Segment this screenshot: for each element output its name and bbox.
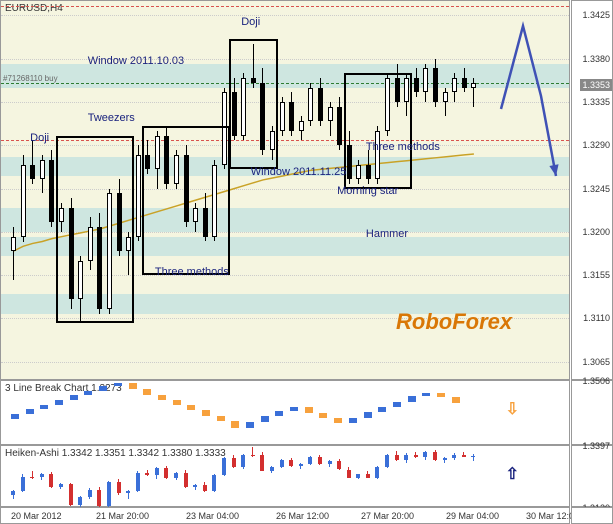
x-tick-label: 27 Mar 20:00 xyxy=(361,511,414,521)
linebreak-bar xyxy=(55,400,63,404)
linebreak-bar xyxy=(99,386,107,390)
trend-arrow-icon: ⇧ xyxy=(506,464,519,484)
pattern-label: Hammer xyxy=(366,228,408,240)
x-tick-label: 29 Mar 04:00 xyxy=(446,511,499,521)
linebreak-bar xyxy=(275,411,283,416)
y-tick-label: 1.3397 xyxy=(582,441,610,451)
x-tick-label: 21 Mar 20:00 xyxy=(96,511,149,521)
linebreak-bar xyxy=(202,410,210,416)
pattern-rectangle xyxy=(142,126,230,275)
support-resistance-zone xyxy=(1,64,569,88)
linebreak-bar xyxy=(305,407,313,413)
gridline xyxy=(1,362,569,363)
linebreak-bar xyxy=(290,407,298,411)
main-price-panel[interactable]: EURUSD,H4 Doji Doji Tweezers Window 2011.10… xyxy=(0,0,570,380)
sub1-y-axis: 1.29971.3506 xyxy=(571,380,613,445)
linebreak-bar xyxy=(114,383,122,386)
linebreak-bar xyxy=(246,422,254,428)
linebreak-bar xyxy=(40,405,48,409)
linebreak-bar xyxy=(319,413,327,417)
linebreak-bar xyxy=(84,391,92,395)
heikenashi-panel[interactable]: Heiken-Ashi 1.3342 1.3351 1.3342 1.3380 … xyxy=(0,445,570,507)
pattern-rectangle xyxy=(229,39,278,169)
x-tick-label: 26 Mar 12:00 xyxy=(276,511,329,521)
pattern-rectangle xyxy=(56,136,134,324)
linebreak-bar xyxy=(70,395,78,400)
linebreak-bar xyxy=(187,405,195,409)
linebreak-bar xyxy=(422,393,430,397)
y-axis-corner xyxy=(571,507,613,524)
x-tick-label: 20 Mar 2012 xyxy=(11,511,62,521)
y-tick-label: 1.3110 xyxy=(583,313,610,323)
gridline xyxy=(1,59,569,60)
y-tick-label: 1.3200 xyxy=(582,227,610,237)
linebreak-bar xyxy=(349,418,357,423)
pattern-label: #71268110 buy xyxy=(3,74,58,83)
x-tick-label: 23 Mar 04:00 xyxy=(186,511,239,521)
linebreak-bar xyxy=(231,421,239,427)
pattern-label: Window 2011.10.03 xyxy=(88,55,184,67)
y-tick-label: 1.3155 xyxy=(582,270,610,280)
price-level-line xyxy=(1,83,569,84)
sub2-y-axis: 1.31201.3397 xyxy=(571,445,613,507)
linebreak-bar xyxy=(217,416,225,422)
linebreak-bar xyxy=(393,402,401,407)
linebreak-bar xyxy=(261,416,269,422)
y-tick-label: 1.3425 xyxy=(582,10,610,20)
pattern-label: Window 2011.11.25 xyxy=(251,166,347,178)
linebreak-bar xyxy=(364,412,372,418)
pattern-label: Doji xyxy=(30,132,49,144)
y-tick-label: 1.3380 xyxy=(582,54,610,64)
current-price-tag: 1.3353 xyxy=(580,79,612,91)
linebreak-bar xyxy=(11,414,19,419)
x-axis: 20 Mar 2012 21 Mar 20:00 23 Mar 04:00 26 Ma… xyxy=(0,507,570,524)
brand-watermark: RoboForex xyxy=(396,309,512,335)
linebreak-bar xyxy=(143,389,151,395)
y-tick-label: 1.3290 xyxy=(582,140,610,150)
linebreak-bar xyxy=(378,407,386,413)
pattern-rectangle xyxy=(344,73,413,188)
heikenashi-title: Heiken-Ashi 1.3342 1.3351 1.3342 1.3380 … xyxy=(5,448,226,459)
main-y-axis: 1.3065 1.3110 1.3155 1.3200 1.3245 1.3290 1.33… xyxy=(571,0,613,380)
linebreak-bar xyxy=(158,395,166,400)
linebreak-bar xyxy=(437,393,445,397)
gridline xyxy=(1,15,569,16)
y-tick-label: 1.3335 xyxy=(582,97,610,107)
pattern-label: Doji xyxy=(241,16,260,28)
linebreak-bar xyxy=(173,400,181,406)
price-level-line xyxy=(1,6,569,7)
pattern-label: Three methods xyxy=(155,266,229,278)
linebreak-bar xyxy=(452,397,460,403)
y-tick-label: 1.3245 xyxy=(582,184,610,194)
trend-arrow-icon: ⇩ xyxy=(506,399,519,419)
chart-symbol-title: EURUSD,H4 xyxy=(5,3,63,14)
linebreak-panel[interactable]: 3 Line Break Chart 1.3273 ⇩ xyxy=(0,380,570,445)
y-tick-label: 1.3506 xyxy=(582,376,610,386)
gridline xyxy=(1,102,569,103)
linebreak-bar xyxy=(408,396,416,401)
linebreak-bar xyxy=(129,383,137,389)
linebreak-bar xyxy=(26,409,34,414)
linebreak-bar xyxy=(334,418,342,424)
y-tick-label: 1.3065 xyxy=(582,357,610,367)
pattern-label: Morning star xyxy=(337,185,398,197)
pattern-label: Three methods xyxy=(366,141,440,153)
pattern-label: Tweezers xyxy=(88,112,135,124)
